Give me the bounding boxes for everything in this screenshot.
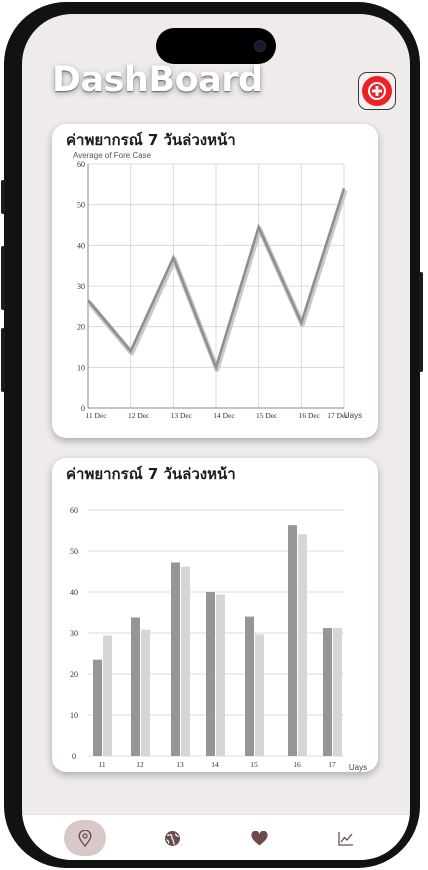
y-tick-label: 10	[70, 711, 78, 720]
tab-favorites[interactable]	[239, 821, 279, 855]
tab-location[interactable]	[64, 820, 106, 856]
bar	[216, 594, 225, 756]
x-tick-label: 17	[328, 760, 336, 769]
series-line-shadow	[87, 189, 348, 372]
bar	[206, 592, 215, 756]
bar	[181, 566, 190, 756]
dynamic-island	[156, 28, 276, 64]
y-tick-label: 60	[77, 160, 85, 169]
x-tick-label: 14 Dec	[213, 411, 235, 420]
volume-down-button	[1, 328, 5, 392]
line-chart-icon	[338, 831, 353, 846]
x-tick-label: 16	[293, 760, 301, 769]
plus-circle-icon	[362, 76, 392, 106]
x-tick-label: Dec	[134, 770, 147, 772]
y-tick-label: 10	[77, 363, 85, 372]
y-tick-label: 0	[72, 752, 76, 761]
location-pin-icon	[78, 829, 92, 847]
volume-up-button	[1, 246, 5, 310]
y-tick-label: 0	[81, 404, 85, 413]
x-tick-label: 13 Dec	[171, 411, 193, 420]
x-tick-label: Dec	[326, 770, 339, 772]
y-tick-label: 40	[77, 241, 85, 250]
action-button	[1, 180, 5, 214]
x-tick-label: 11	[98, 760, 105, 769]
bar	[245, 616, 254, 756]
y-tick-label: 50	[77, 201, 85, 210]
x-tick-label: 12 Dec	[128, 411, 150, 420]
x-tick-label: Dec	[96, 770, 109, 772]
heart-icon	[250, 830, 268, 845]
bar	[333, 628, 342, 756]
bar	[298, 534, 307, 756]
x-tick-label: 13	[176, 760, 184, 769]
bar	[141, 629, 150, 756]
x-tick-label: 11 Dec	[85, 411, 107, 420]
front-camera	[254, 40, 266, 52]
app-screen: DashBoard ค่าพยากรณ์ 7 วันล่วงหน้า Avera…	[22, 14, 410, 860]
tab-stats[interactable]	[326, 821, 366, 855]
line-chart: Average of Fore Case 0 10 20 30 40 50 60 11 Dec 1…	[73, 151, 362, 420]
series-line	[87, 188, 346, 372]
add-button[interactable]	[358, 72, 396, 110]
x-tick-label: Dec	[209, 770, 222, 772]
bar-chart-title: ค่าพยากรณ์ 7 วันล่วงหน้า	[66, 465, 236, 483]
x-axis-label: Uays	[344, 411, 362, 420]
y-tick-label: 60	[70, 506, 78, 515]
tab-bar	[22, 814, 410, 860]
y-axis-label: Average of Fore Case	[73, 151, 152, 160]
x-tick-label: 15	[250, 760, 258, 769]
bar	[255, 634, 264, 756]
line-chart-title: ค่าพยากรณ์ 7 วันล่วงหน้า	[66, 131, 236, 149]
bar	[93, 659, 102, 756]
bar	[288, 525, 297, 756]
page-title: DashBoard	[52, 60, 263, 100]
x-tick-label: Dec	[174, 770, 187, 772]
globe-icon	[164, 830, 180, 846]
x-tick-label: 14	[211, 760, 219, 769]
y-tick-label: 30	[70, 629, 78, 638]
x-tick-label: 16 Dec	[299, 411, 321, 420]
x-axis-label: Uays	[349, 763, 367, 772]
bar	[323, 628, 332, 756]
x-tick-label: Dec	[248, 770, 261, 772]
bar-chart-card: ค่าพยากรณ์ 7 วันล่วงหน้า 0 10 20 30 40 50 60 11…	[52, 458, 378, 772]
x-tick-label: Dec	[291, 770, 304, 772]
tab-globe[interactable]	[152, 821, 192, 855]
y-tick-label: 40	[70, 588, 78, 597]
y-tick-label: 20	[70, 670, 78, 679]
line-chart-card: ค่าพยากรณ์ 7 วันล่วงหน้า Average of Fore…	[52, 124, 378, 438]
bar	[103, 635, 112, 756]
y-tick-label: 30	[77, 282, 85, 291]
x-tick-label: 15 Dec	[256, 411, 278, 420]
x-tick-label: 12	[136, 760, 144, 769]
bar-chart: 010203040506011Dec12Dec13Dec14Dec15Dec16…	[70, 506, 367, 772]
y-tick-label: 50	[70, 547, 78, 556]
bar	[131, 617, 140, 756]
y-tick-label: 20	[77, 323, 85, 332]
bar	[171, 562, 180, 756]
x-tick-label: 17 Dec	[327, 411, 349, 420]
power-button	[419, 272, 423, 372]
